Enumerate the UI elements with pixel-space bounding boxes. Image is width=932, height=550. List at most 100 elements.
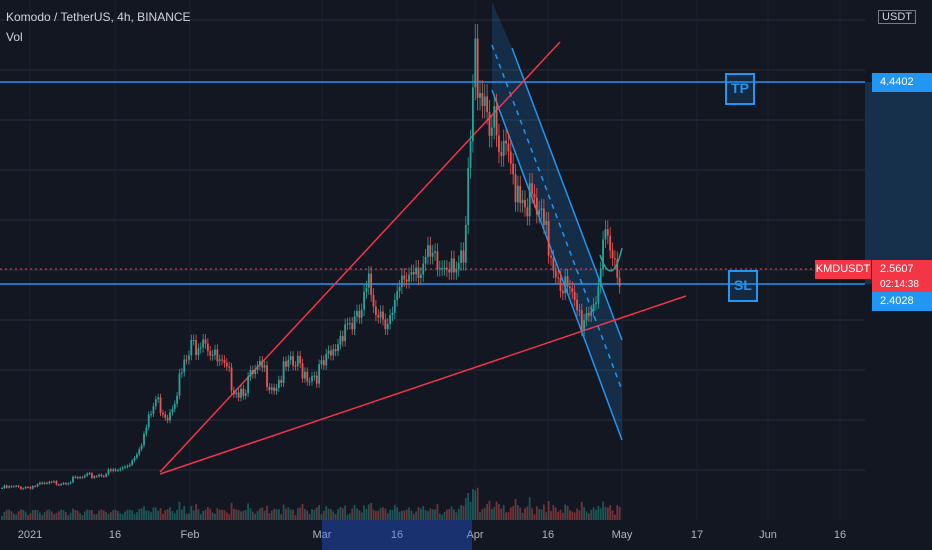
volume-bar — [370, 502, 373, 520]
candle-body — [150, 413, 152, 415]
candle-body — [247, 376, 250, 394]
candle-body — [223, 360, 226, 363]
volume-bar — [8, 509, 10, 520]
candle-body — [564, 276, 567, 294]
candle-body — [209, 351, 212, 356]
candle-body — [20, 486, 22, 489]
volume-bar — [138, 508, 141, 520]
candle-body — [401, 275, 403, 287]
candle-body — [38, 482, 41, 485]
candle-body — [391, 312, 394, 316]
candle-body — [64, 483, 67, 485]
candle-body — [398, 286, 401, 292]
volume-bar — [573, 512, 576, 520]
volume-bar — [117, 511, 119, 520]
candle-body — [112, 469, 115, 471]
volume-bar — [270, 510, 273, 520]
candle-body — [514, 174, 517, 203]
candle-body — [287, 359, 290, 367]
take-profit-box[interactable]: TP — [725, 73, 755, 105]
candle-body — [327, 350, 330, 354]
volume-bar — [315, 507, 318, 520]
candle-body — [493, 106, 496, 128]
volume-bar — [53, 514, 55, 520]
candle-body — [235, 392, 238, 395]
candle-body — [98, 474, 100, 477]
volume-bar — [266, 505, 268, 520]
volume-bar — [306, 510, 309, 520]
candle-body — [273, 387, 276, 391]
candle-body — [176, 395, 179, 404]
candle-body — [348, 323, 351, 325]
candle-body — [507, 143, 510, 152]
volume-bar — [467, 492, 470, 520]
volume-bar — [299, 507, 302, 520]
candle-body — [545, 220, 548, 225]
volume-bar — [341, 508, 344, 520]
volume-bar — [313, 509, 316, 520]
volume-bar — [332, 511, 335, 520]
volume-bar — [292, 509, 294, 520]
volume-bar — [1, 516, 3, 520]
candle-body — [218, 359, 221, 362]
candle-body — [455, 269, 458, 273]
x-tick-label: Feb — [181, 529, 200, 541]
candle-body — [282, 361, 285, 383]
volume-bar — [564, 504, 567, 520]
candle-body — [152, 406, 155, 414]
candle-body — [124, 466, 126, 468]
volume-bar — [337, 509, 339, 520]
candle-body — [140, 445, 143, 450]
volume-bar — [604, 506, 607, 520]
volume-bar — [173, 513, 176, 520]
stop-loss-box[interactable]: SL — [728, 270, 758, 302]
volume-bar — [448, 509, 451, 520]
candle-body — [583, 320, 586, 331]
volume-bar — [566, 505, 569, 520]
volume-bar — [251, 511, 254, 520]
candle-body — [488, 112, 491, 136]
volume-bar — [249, 508, 252, 520]
volume-bar — [10, 511, 13, 520]
candle-body — [292, 356, 294, 366]
candle-body — [341, 335, 344, 342]
candle-body — [472, 87, 474, 142]
volume-bar — [261, 507, 264, 520]
candle-body — [566, 276, 569, 287]
candle-body — [505, 140, 507, 144]
volume-bar — [524, 508, 526, 520]
volume-bar — [543, 504, 545, 520]
volume-bar — [256, 511, 259, 520]
volume-bar — [209, 508, 212, 520]
candle-body — [233, 390, 235, 395]
candle-body — [95, 476, 98, 478]
volume-bar — [528, 497, 531, 520]
candle-body — [427, 245, 429, 257]
candle-body — [325, 353, 328, 366]
volume-bar — [69, 512, 72, 520]
volume-bar — [616, 504, 619, 520]
candle-body — [604, 229, 607, 240]
volume-bar — [462, 505, 465, 520]
volume-bar — [237, 510, 240, 520]
volume-bar — [422, 506, 425, 520]
volume-bar — [344, 505, 347, 520]
volume-bar — [415, 511, 418, 520]
volume-bar — [83, 511, 86, 520]
candle-body — [69, 482, 72, 484]
volume-bar — [450, 506, 453, 520]
volume-bar — [5, 509, 8, 520]
volume-bar — [618, 506, 621, 520]
volume-bar — [599, 508, 602, 520]
candle-body — [417, 267, 420, 278]
candle-body — [1, 488, 3, 489]
candle-body — [159, 397, 162, 413]
candle-body — [27, 487, 29, 489]
volume-bar — [391, 509, 394, 520]
candle-body — [481, 92, 484, 106]
candle-body — [29, 487, 32, 489]
volume-bar — [79, 513, 81, 520]
candle-body — [225, 362, 228, 367]
candle-body — [8, 486, 10, 488]
